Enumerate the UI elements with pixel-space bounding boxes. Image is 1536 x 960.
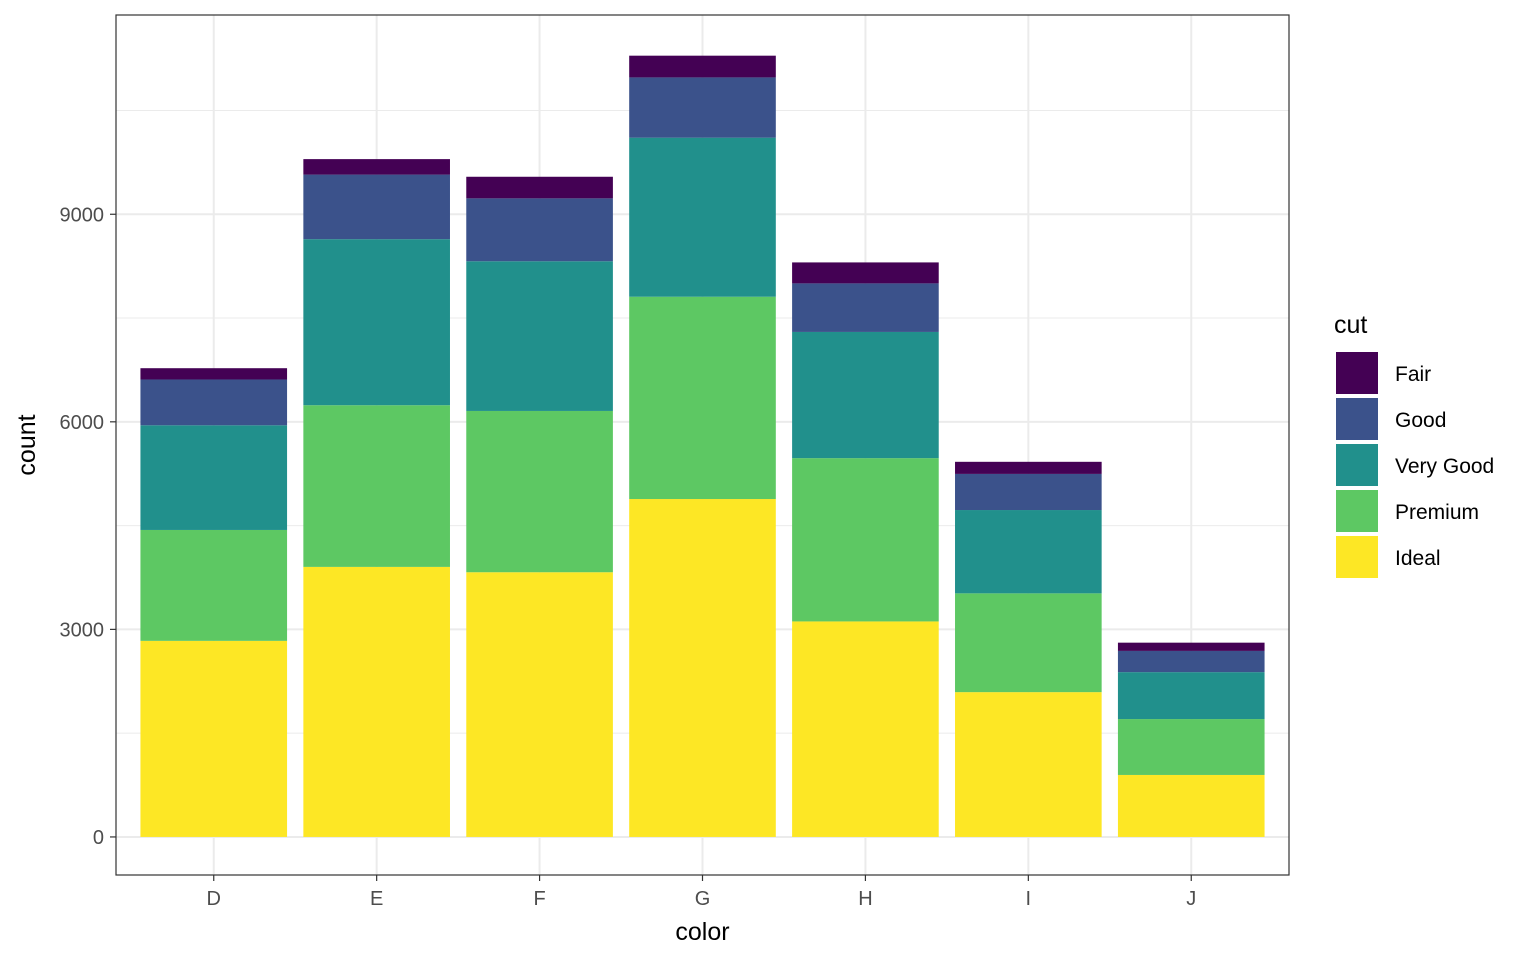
legend-label: Good bbox=[1395, 409, 1446, 432]
y-tick-label: 3000 bbox=[60, 619, 105, 641]
legend-key-ideal bbox=[1336, 536, 1378, 578]
bar-segment-G-ideal bbox=[629, 499, 776, 837]
bar-segment-E-ideal bbox=[303, 566, 450, 837]
y-axis: 0 3000 6000 9000 bbox=[60, 204, 116, 849]
y-tick-label: 9000 bbox=[60, 204, 105, 226]
bar-segment-E-good bbox=[303, 174, 450, 240]
bar-segment-H-ideal bbox=[792, 621, 939, 837]
x-tick-label: D bbox=[207, 888, 221, 910]
legend-label: Ideal bbox=[1395, 547, 1441, 570]
bar-segment-H-fair bbox=[792, 262, 939, 284]
bar-segment-F-ideal bbox=[466, 572, 613, 837]
x-tick-label: J bbox=[1186, 888, 1196, 910]
bar-segment-F-very-good bbox=[466, 261, 613, 411]
bar-segment-I-very-good bbox=[955, 510, 1102, 594]
bar-segment-G-very-good bbox=[629, 137, 776, 297]
bar-segment-H-premium bbox=[792, 458, 939, 622]
bar-segment-J-ideal bbox=[1117, 774, 1265, 837]
x-tick-label: G bbox=[695, 888, 711, 910]
bar-segment-J-premium bbox=[1117, 719, 1265, 775]
bar-segment-J-fair bbox=[1117, 642, 1265, 651]
legend-key-very-good bbox=[1336, 444, 1378, 486]
bar-segment-E-very-good bbox=[303, 239, 450, 406]
x-axis: D E F G H I J bbox=[207, 875, 1196, 910]
bar-segment-I-ideal bbox=[955, 692, 1102, 837]
bar-segment-G-fair bbox=[629, 55, 776, 78]
bar-segment-E-fair bbox=[303, 159, 450, 175]
legend: cut Fair Good Very Good Premium Ideal bbox=[1334, 311, 1494, 578]
bar-segment-F-premium bbox=[466, 410, 613, 573]
bar-segment-E-premium bbox=[303, 405, 450, 567]
legend-label: Premium bbox=[1395, 501, 1479, 524]
bar-segment-G-premium bbox=[629, 296, 776, 500]
bar-segment-D-very-good bbox=[140, 425, 288, 530]
bars bbox=[140, 55, 1265, 837]
x-tick-label: E bbox=[370, 888, 383, 910]
bar-segment-F-good bbox=[466, 198, 613, 262]
legend-key-premium bbox=[1336, 490, 1378, 532]
x-tick-label: F bbox=[533, 888, 545, 910]
x-axis-title: color bbox=[675, 918, 729, 946]
bar-segment-G-good bbox=[629, 77, 776, 138]
bar-segment-I-fair bbox=[955, 461, 1102, 474]
bar-segment-J-very-good bbox=[1117, 672, 1265, 720]
x-tick-label: I bbox=[1026, 888, 1032, 910]
bar-segment-D-good bbox=[140, 379, 288, 426]
bar-segment-I-premium bbox=[955, 593, 1102, 693]
bar-segment-D-ideal bbox=[140, 640, 288, 837]
bar-segment-F-fair bbox=[466, 176, 613, 199]
bar-segment-I-good bbox=[955, 473, 1102, 511]
legend-label: Fair bbox=[1395, 363, 1431, 386]
bar-segment-J-good bbox=[1117, 650, 1265, 673]
y-tick-label: 0 bbox=[93, 827, 104, 849]
legend-title: cut bbox=[1334, 311, 1367, 339]
x-tick-label: H bbox=[858, 888, 872, 910]
bar-segment-D-premium bbox=[140, 529, 288, 641]
bar-segment-H-good bbox=[792, 283, 939, 332]
y-tick-label: 6000 bbox=[60, 412, 105, 434]
legend-key-fair bbox=[1336, 352, 1378, 394]
legend-key-good bbox=[1336, 398, 1378, 440]
bar-segment-H-very-good bbox=[792, 331, 939, 459]
bar-segment-D-fair bbox=[140, 368, 288, 380]
legend-label: Very Good bbox=[1395, 455, 1494, 478]
y-axis-title: count bbox=[13, 414, 41, 475]
